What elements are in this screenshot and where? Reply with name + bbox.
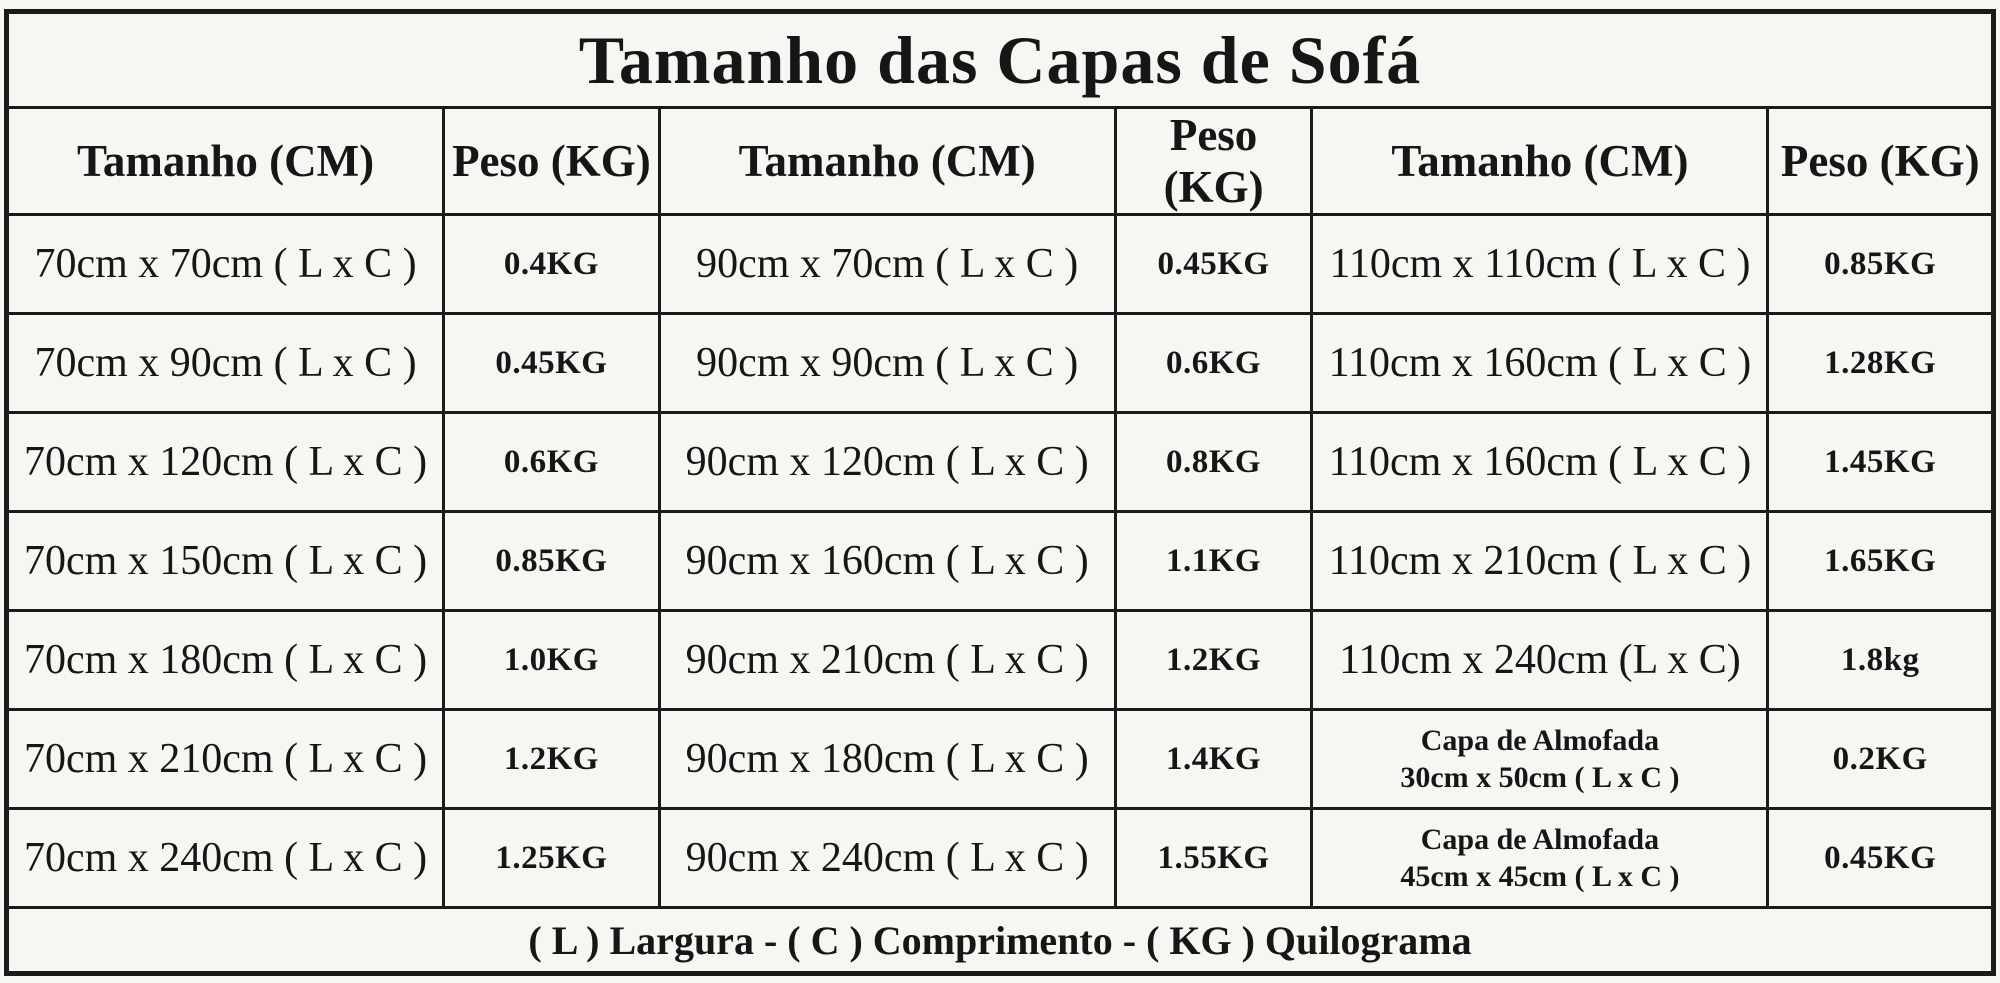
size-cell: 70cm x 120cm ( L x C ): [4, 411, 446, 513]
page-title: Tamanho das Capas de Sofá: [5, 10, 1995, 109]
footer-row: ( L ) Largura - ( C ) Comprimento - ( KG…: [5, 906, 1995, 975]
weight-cell: 0.6KG: [442, 411, 661, 513]
weight-cell: 1.2KG: [442, 708, 661, 810]
weight-cell: 0.45KG: [442, 312, 661, 414]
weight-cell: 0.85KG: [442, 510, 661, 612]
weight-cell: 1.8kg: [1766, 609, 1995, 711]
weight-cell: 1.55KG: [1113, 807, 1314, 909]
column-header-weight-1: Peso (KG): [442, 106, 661, 216]
size-cell: 90cm x 120cm ( L x C ): [657, 411, 1117, 513]
size-cell: 90cm x 160cm ( L x C ): [657, 510, 1117, 612]
weight-cell: 1.28KG: [1766, 312, 1995, 414]
weight-cell: 1.45KG: [1766, 411, 1995, 513]
title-row: Tamanho das Capas de Sofá: [5, 10, 1995, 109]
table-row: 70cm x 70cm ( L x C ) 0.4KG 90cm x 70cm …: [4, 213, 1995, 315]
size-cell: 70cm x 210cm ( L x C ): [4, 708, 446, 810]
sofa-cover-size-table: Tamanho das Capas de Sofá Tamanho (CM) P…: [4, 9, 1996, 976]
size-cell: Capa de Almofada 45cm x 45cm ( L x C ): [1310, 807, 1770, 909]
legend-note: ( L ) Largura - ( C ) Comprimento - ( KG…: [5, 906, 1995, 975]
table-row: 70cm x 90cm ( L x C ) 0.45KG 90cm x 90cm…: [4, 312, 1995, 414]
size-cell: 90cm x 70cm ( L x C ): [657, 213, 1117, 315]
cushion-cover-label: Capa de Almofada: [1420, 723, 1660, 757]
weight-cell: 0.8KG: [1113, 411, 1314, 513]
weight-cell: 1.2KG: [1113, 609, 1314, 711]
size-cell: 70cm x 70cm ( L x C ): [4, 213, 446, 315]
size-cell: 70cm x 90cm ( L x C ): [4, 312, 446, 414]
size-cell: 110cm x 210cm ( L x C ): [1310, 510, 1770, 612]
cushion-cover-label: Capa de Almofada: [1420, 822, 1660, 856]
weight-cell: 1.1KG: [1113, 510, 1314, 612]
size-cell: 70cm x 240cm ( L x C ): [4, 807, 446, 909]
weight-cell: 1.0KG: [442, 609, 661, 711]
header-row: Tamanho (CM) Peso (KG) Tamanho (CM) Peso…: [4, 106, 1995, 216]
weight-cell: 0.45KG: [1766, 807, 1995, 909]
weight-cell: 0.85KG: [1766, 213, 1995, 315]
size-cell: 110cm x 160cm ( L x C ): [1310, 312, 1770, 414]
table-row: 70cm x 150cm ( L x C ) 0.85KG 90cm x 160…: [4, 510, 1995, 612]
column-header-size-2: Tamanho (CM): [657, 106, 1117, 216]
weight-cell: 0.6KG: [1113, 312, 1314, 414]
cushion-cover-size: 45cm x 45cm ( L x C ): [1400, 860, 1680, 893]
table-row: 70cm x 210cm ( L x C ) 1.2KG 90cm x 180c…: [4, 708, 1995, 810]
weight-cell: 1.4KG: [1113, 708, 1314, 810]
size-cell: 70cm x 180cm ( L x C ): [4, 609, 446, 711]
column-header-weight-3: Peso (KG): [1766, 106, 1995, 216]
weight-cell: 1.25KG: [442, 807, 661, 909]
size-cell: Capa de Almofada 30cm x 50cm ( L x C ): [1310, 708, 1770, 810]
weight-cell: 0.4KG: [442, 213, 661, 315]
size-cell: 90cm x 180cm ( L x C ): [657, 708, 1117, 810]
column-header-weight-2: Peso (KG): [1113, 106, 1314, 216]
size-cell: 90cm x 90cm ( L x C ): [657, 312, 1117, 414]
table-row: 70cm x 240cm ( L x C ) 1.25KG 90cm x 240…: [4, 807, 1995, 909]
size-cell: 110cm x 240cm (L x C): [1310, 609, 1770, 711]
size-cell: 110cm x 160cm ( L x C ): [1310, 411, 1770, 513]
size-cell: 70cm x 150cm ( L x C ): [4, 510, 446, 612]
weight-cell: 1.65KG: [1766, 510, 1995, 612]
weight-cell: 0.45KG: [1113, 213, 1314, 315]
size-cell: 110cm x 110cm ( L x C ): [1310, 213, 1770, 315]
table-row: 70cm x 120cm ( L x C ) 0.6KG 90cm x 120c…: [4, 411, 1995, 513]
cushion-cover-size: 30cm x 50cm ( L x C ): [1400, 761, 1680, 794]
weight-cell: 0.2KG: [1766, 708, 1995, 810]
column-header-size-1: Tamanho (CM): [4, 106, 446, 216]
column-header-size-3: Tamanho (CM): [1310, 106, 1770, 216]
table-row: 70cm x 180cm ( L x C ) 1.0KG 90cm x 210c…: [4, 609, 1995, 711]
size-cell: 90cm x 210cm ( L x C ): [657, 609, 1117, 711]
size-cell: 90cm x 240cm ( L x C ): [657, 807, 1117, 909]
